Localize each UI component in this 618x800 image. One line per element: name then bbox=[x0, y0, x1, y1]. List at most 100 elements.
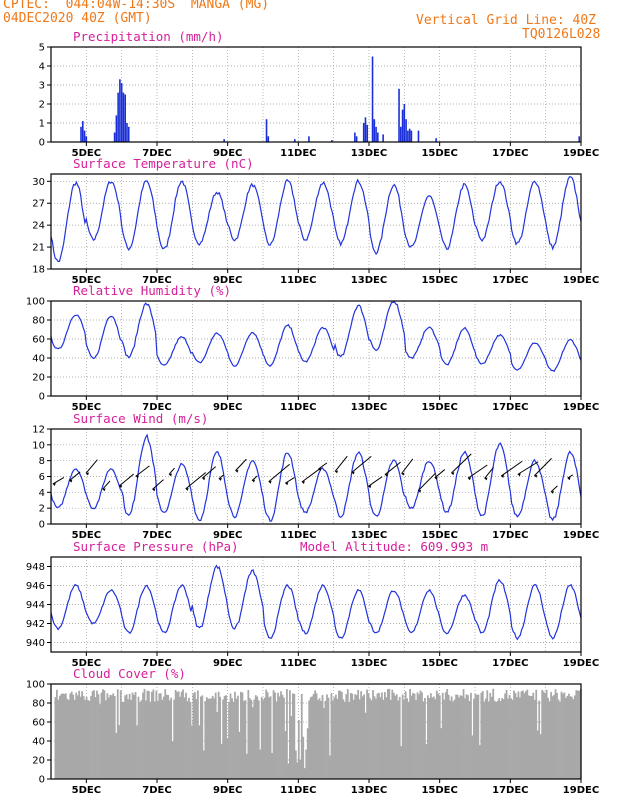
cloud-cover-bar bbox=[526, 689, 529, 779]
cloud-cover-bar bbox=[205, 697, 208, 779]
cloud-cover-bar bbox=[303, 768, 306, 779]
cloud-cover-bar bbox=[314, 690, 317, 779]
x-tick-label: 5DEC bbox=[72, 402, 101, 413]
cloud-cover-bar bbox=[404, 691, 407, 779]
cloud-cover-bar bbox=[550, 692, 552, 779]
panel-frame bbox=[50, 300, 582, 397]
cloud-cover-bar bbox=[470, 692, 472, 779]
cloud-cover-bar bbox=[251, 707, 254, 779]
x-tick-label: 13DEC bbox=[351, 275, 387, 286]
cloud-cover-bar bbox=[496, 700, 499, 779]
cloud-cover-bar bbox=[352, 699, 355, 779]
wind-arrow bbox=[85, 459, 98, 474]
cloud-cover-bar bbox=[156, 700, 159, 779]
wind-arrow bbox=[52, 477, 65, 485]
cloud-cover-bar bbox=[468, 701, 471, 779]
cloud-cover-bar bbox=[563, 692, 566, 779]
cloud-cover-bar bbox=[110, 695, 113, 779]
cloud-cover-bar bbox=[358, 699, 361, 779]
cloud-cover-bar bbox=[406, 698, 409, 779]
x-tick-label: 17DEC bbox=[492, 148, 528, 159]
cloud-cover-bar bbox=[67, 700, 70, 779]
y-tick-label: 20 bbox=[32, 756, 45, 767]
cloud-cover-bar bbox=[287, 763, 290, 779]
cloud-cover-bar bbox=[262, 700, 265, 779]
cloud-cover-bar bbox=[407, 701, 410, 779]
x-tick-label: 13DEC bbox=[351, 148, 387, 159]
x-tick-label: 5DEC bbox=[72, 530, 101, 541]
wind-arrowhead bbox=[434, 476, 438, 480]
wind-arrowhead bbox=[534, 474, 538, 478]
wind-arrow bbox=[218, 474, 224, 480]
cloud-cover-bar bbox=[182, 689, 184, 779]
cloud-cover-bar bbox=[392, 692, 395, 779]
cloud-cover-bar bbox=[499, 700, 502, 779]
cloud-cover-bar bbox=[333, 697, 336, 779]
cloud-cover-bar bbox=[311, 696, 314, 779]
x-tick-label: 17DEC bbox=[492, 275, 528, 286]
cloud-cover-bar bbox=[427, 695, 429, 779]
panel-3 bbox=[47, 300, 582, 400]
wind-arrow bbox=[368, 476, 383, 487]
cloud-cover-bar bbox=[355, 695, 358, 779]
cloud-cover-bar bbox=[231, 698, 233, 779]
x-tick-label: 11DEC bbox=[280, 275, 316, 286]
cloud-cover-bar bbox=[575, 690, 578, 779]
precip-bar bbox=[375, 126, 377, 142]
cloud-cover-bar bbox=[56, 689, 58, 779]
cloud-cover-bar bbox=[185, 692, 187, 779]
cloud-cover-bar bbox=[223, 695, 226, 779]
x-tick-label: 15DEC bbox=[421, 530, 457, 541]
precip-bar bbox=[362, 123, 365, 142]
cloud-cover-bar bbox=[474, 693, 477, 779]
cloud-cover-bar bbox=[220, 743, 223, 779]
precip-bar bbox=[83, 130, 86, 142]
cloud-cover-bar bbox=[431, 697, 434, 779]
cloud-cover-bar bbox=[376, 693, 379, 779]
x-tick-label: 13DEC bbox=[351, 785, 387, 796]
x-tick-label: 15DEC bbox=[421, 658, 457, 669]
cloud-cover-bar bbox=[272, 690, 275, 779]
cloud-cover-bar bbox=[507, 698, 509, 779]
cloud-cover-bar bbox=[195, 699, 198, 779]
cloud-cover-bar bbox=[149, 701, 152, 779]
x-tick-label: 11DEC bbox=[280, 658, 316, 669]
cloud-cover-bar bbox=[375, 698, 377, 779]
cloud-cover-bar bbox=[437, 693, 440, 779]
cloud-cover-bar bbox=[425, 744, 428, 779]
x-tick-label: 11DEC bbox=[280, 402, 316, 413]
cloud-cover-bar bbox=[535, 689, 538, 779]
cloud-cover-bar bbox=[162, 696, 165, 779]
cloud-cover-bar bbox=[201, 695, 204, 779]
panel-title: Precipitation (mm/h) bbox=[73, 29, 224, 44]
cloud-cover-bar bbox=[539, 734, 542, 779]
cloud-cover-bar bbox=[189, 701, 192, 779]
cloud-cover-bar bbox=[366, 689, 368, 779]
y-tick-label: 60 bbox=[32, 335, 45, 346]
cloud-cover-bar bbox=[281, 694, 284, 779]
wind-arrowhead bbox=[202, 477, 206, 481]
wind-arrowhead bbox=[69, 479, 73, 483]
precip-bar bbox=[401, 109, 404, 142]
cloud-cover-bar bbox=[572, 699, 575, 779]
cloud-cover-bar bbox=[122, 702, 125, 779]
cloud-cover-bar bbox=[245, 753, 248, 779]
cloud-cover-bar bbox=[54, 697, 57, 779]
wind-arrow bbox=[450, 453, 472, 474]
cloud-cover-bar bbox=[214, 692, 217, 779]
cloud-cover-bar bbox=[161, 699, 164, 779]
x-tick-label: 9DEC bbox=[213, 148, 242, 159]
cloud-cover-bar bbox=[367, 693, 370, 779]
wind-arrow bbox=[118, 473, 134, 487]
precip-bar bbox=[294, 139, 296, 142]
wind-arrowhead bbox=[550, 490, 554, 494]
y-tick-label: 5 bbox=[39, 43, 45, 54]
wind-arrowhead bbox=[467, 477, 471, 481]
wind-arrow bbox=[152, 479, 164, 490]
cloud-cover-bar bbox=[413, 693, 416, 779]
cloud-cover-bar bbox=[226, 738, 229, 779]
x-tick-label: 11DEC bbox=[280, 785, 316, 796]
panel-frame bbox=[50, 683, 582, 780]
panel-4 bbox=[47, 428, 582, 528]
cloud-cover-bar bbox=[296, 762, 299, 779]
